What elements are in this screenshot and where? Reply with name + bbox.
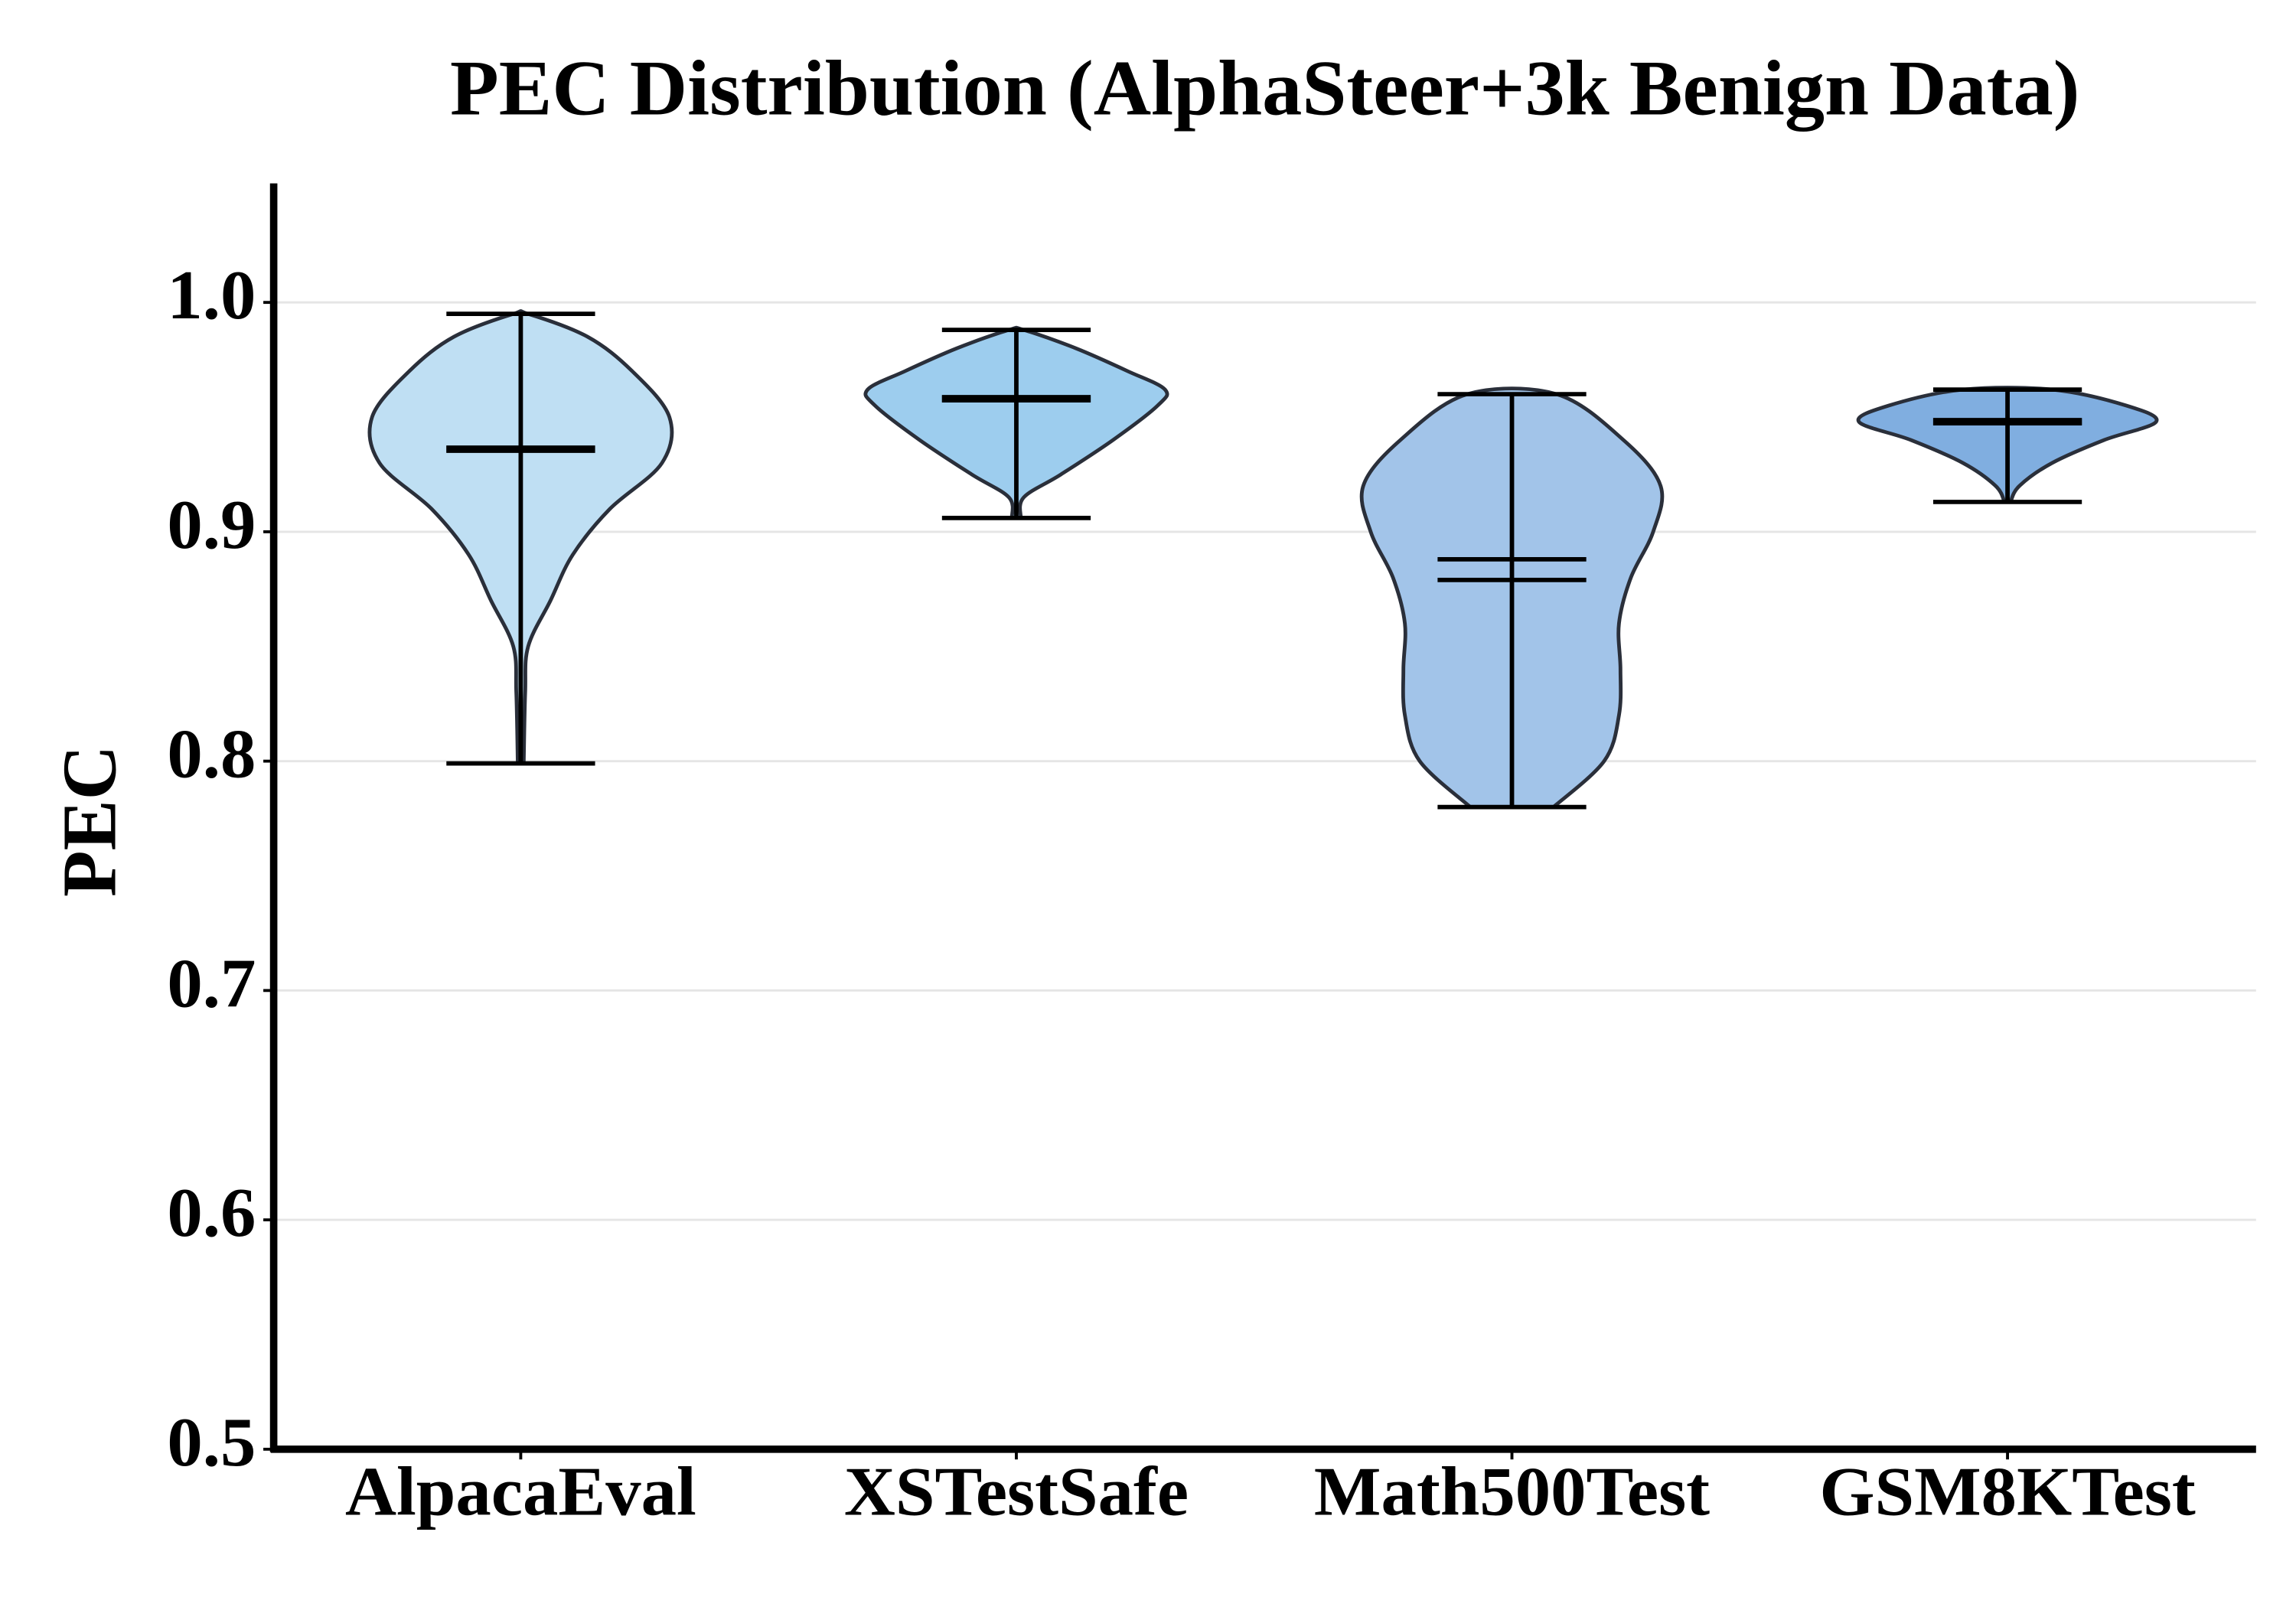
y-axis-label: PEC	[47, 745, 132, 898]
y-tick-label: 0.6	[167, 1174, 256, 1251]
x-tick-label: XSTestSafe	[844, 1452, 1189, 1530]
x-tick-label: Math500Test	[1314, 1452, 1710, 1530]
x-tick-label: AlpacaEval	[345, 1452, 696, 1530]
y-tick-label: 0.5	[167, 1403, 256, 1480]
chart-title: PEC Distribution (AlphaSteer+3k Benign D…	[450, 45, 2079, 132]
y-tick-label: 0.9	[167, 485, 256, 562]
x-tick-label: GSM8KTest	[1819, 1452, 2196, 1530]
y-tick-label: 1.0	[167, 256, 256, 334]
y-tick-label: 0.8	[167, 715, 256, 792]
y-tick-label: 0.7	[167, 944, 256, 1022]
